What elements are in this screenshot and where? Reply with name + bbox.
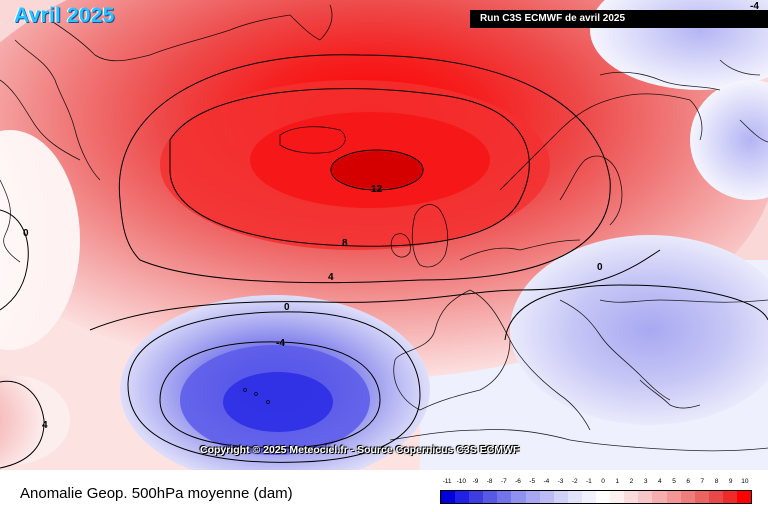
contour-label-8: 8 [342, 238, 348, 249]
legend-swatch [469, 491, 484, 503]
legend-swatch [666, 491, 681, 503]
map-caption: Anomalie Geop. 500hPa moyenne (dam) [20, 485, 293, 502]
legend-label: 6 [686, 478, 690, 485]
legend-label: 7 [700, 478, 705, 485]
legend-label: 1 [615, 478, 620, 485]
legend-swatch [694, 491, 709, 503]
anomaly-map: 12 8 4 0 0 0 -4 4 -4 [0, 0, 768, 470]
legend-swatch [567, 491, 582, 503]
legend-label: 10 [741, 478, 749, 485]
contour-labels: 12 8 4 0 0 0 -4 4 -4 [23, 1, 759, 431]
legend-label: 0 [601, 478, 605, 485]
legend-label: -5 [529, 478, 536, 485]
legend-swatches [440, 490, 752, 504]
legend-swatch [511, 491, 526, 503]
legend-labels: -11 -10 -9 -8 -7 -6 -5 -4 -3 -2 -1 0 1 2 3 4 5 6 7 8 9 10 [440, 478, 752, 488]
map-title: Avril 2025 [14, 4, 115, 27]
legend-label: 4 [658, 478, 662, 485]
color-legend: -11 -10 -9 -8 -7 -6 -5 -4 -3 -2 -1 0 1 2 3 4 5 6 7 8 9 10 [440, 478, 752, 504]
legend-swatch [497, 491, 512, 503]
legend-label: -10 [456, 478, 466, 485]
legend-label: -4 [543, 478, 550, 485]
legend-swatch [624, 491, 639, 503]
legend-swatch [736, 491, 752, 503]
contour-label-4: 4 [328, 272, 334, 283]
legend-swatch [441, 491, 456, 503]
contour-label-minus4-atlantic: -4 [276, 338, 285, 349]
legend-swatch [680, 491, 695, 503]
legend-label: 8 [714, 478, 719, 485]
legend-swatch [483, 491, 498, 503]
legend-swatch [581, 491, 597, 503]
legend-swatch [722, 491, 737, 503]
legend-label: -3 [557, 478, 564, 485]
contour-label-0-east: 0 [597, 262, 603, 273]
legend-label: 9 [728, 478, 733, 485]
legend-swatch [638, 491, 653, 503]
copyright-text: Copyright © 2025 Meteociel.fr - Source C… [200, 444, 520, 456]
contour-label-minus4-northeast: -4 [750, 1, 759, 12]
legend-swatch [525, 491, 540, 503]
contour-label-0-north: 0 [284, 302, 290, 313]
legend-label: -6 [515, 478, 521, 485]
legend-swatch [610, 491, 625, 503]
legend-swatch [596, 491, 611, 503]
legend-label: -2 [571, 478, 578, 485]
run-info-banner: Run C3S ECMWF de avril 2025 [470, 10, 768, 28]
legend-label: -9 [472, 478, 479, 485]
legend-swatch [455, 491, 470, 503]
legend-label: -1 [586, 478, 592, 485]
legend-swatch [652, 491, 667, 503]
legend-label: 5 [672, 478, 676, 485]
legend-label: -11 [442, 478, 452, 485]
legend-label: -8 [486, 478, 493, 485]
contour-label-12: 12 [371, 184, 383, 195]
contour-label-4-southwest: 4 [42, 420, 48, 431]
legend-swatch [539, 491, 554, 503]
legend-swatch [553, 491, 568, 503]
legend-swatch [708, 491, 723, 503]
legend-label: 3 [643, 478, 648, 485]
legend-label: -7 [500, 478, 507, 485]
contour-label-0-west: 0 [23, 228, 29, 239]
legend-label: 2 [629, 478, 634, 485]
